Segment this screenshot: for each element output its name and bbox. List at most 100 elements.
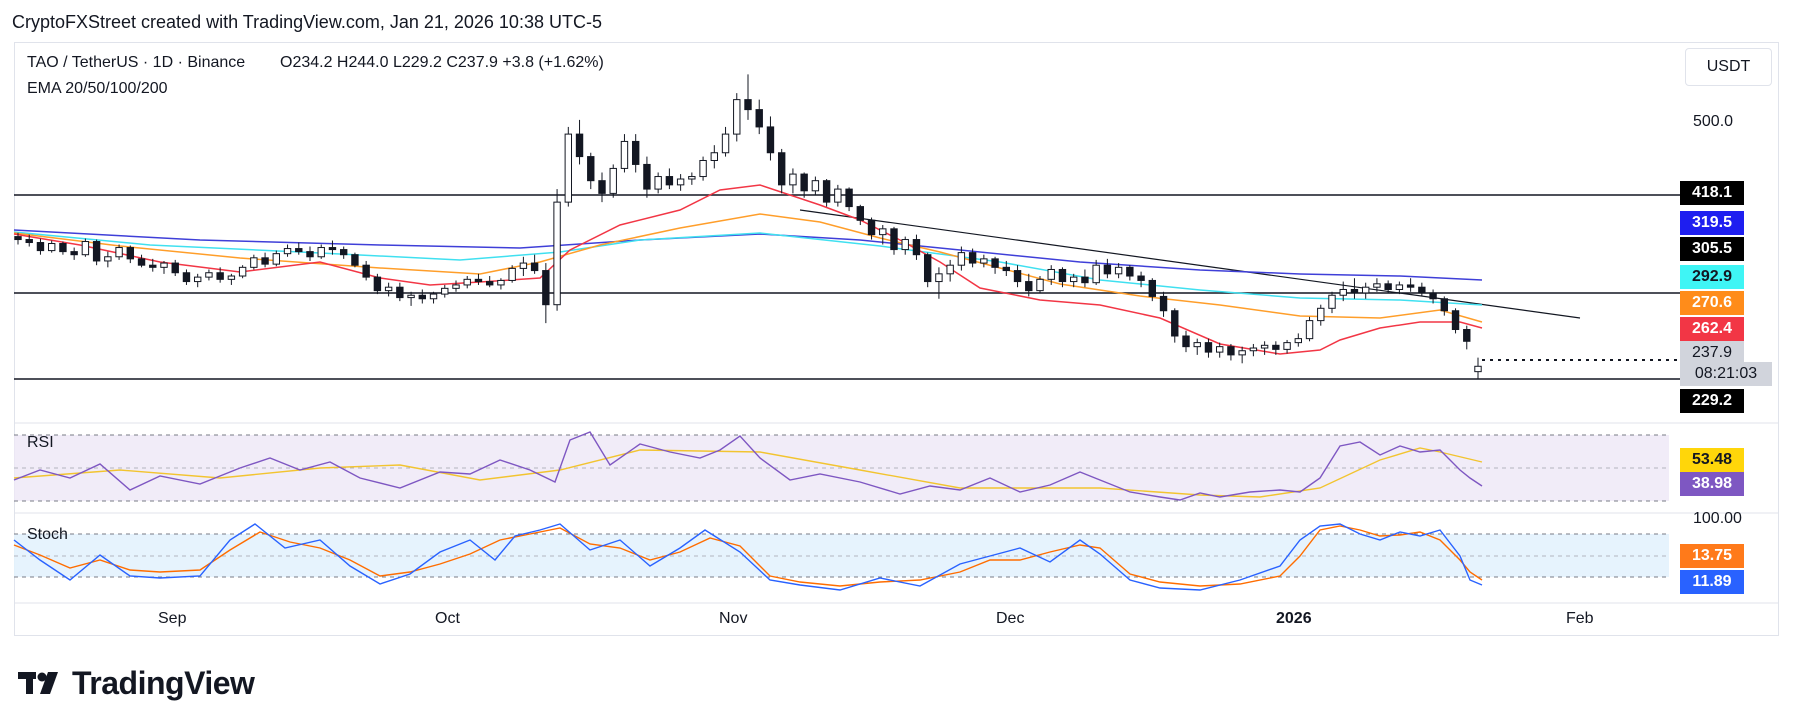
candle-body	[59, 243, 67, 253]
rsi-label[interactable]: RSI	[27, 434, 54, 451]
candle-body	[92, 241, 101, 262]
candle-body	[149, 264, 157, 268]
candle-body	[834, 188, 842, 203]
candle-body	[384, 286, 393, 292]
price-tag: 262.4	[1680, 317, 1744, 341]
tradingview-logo-icon	[18, 671, 58, 694]
candle-body	[968, 252, 977, 264]
candle-body	[1013, 270, 1022, 283]
candle-body	[654, 176, 662, 190]
candle-body	[339, 249, 348, 256]
candle-body	[957, 252, 966, 266]
price-tag: 319.5	[1680, 211, 1744, 235]
candle-body	[1418, 286, 1426, 294]
candle-body	[598, 180, 606, 194]
candle-body	[822, 180, 831, 203]
candle-body	[609, 167, 617, 194]
price-tag: 270.6	[1680, 291, 1744, 315]
candle-body	[47, 243, 56, 252]
candle-body	[1126, 266, 1134, 277]
candle-body	[14, 236, 22, 241]
candle-body	[429, 293, 438, 300]
candle-body	[643, 163, 651, 190]
candle-body	[688, 176, 696, 180]
candle-body	[1429, 292, 1437, 300]
candle-body	[766, 126, 775, 154]
candle-body	[575, 133, 584, 158]
candle-body	[553, 201, 561, 306]
currency-button[interactable]: USDT	[1685, 48, 1772, 86]
tradingview-logo[interactable]: TradingView	[18, 665, 255, 702]
ema50-line	[13, 213, 1483, 323]
candle-body	[452, 284, 460, 289]
candle-body	[1373, 283, 1381, 288]
candle-body	[800, 173, 808, 192]
candle-body	[1227, 346, 1235, 356]
stoch-label[interactable]: Stoch	[27, 526, 68, 543]
candle-body	[856, 206, 865, 221]
candle-body	[1328, 294, 1336, 309]
candle-body	[1002, 266, 1011, 272]
ema-indicator-label[interactable]: EMA 20/50/100/200	[27, 80, 168, 97]
rsi-ma-line	[13, 447, 1483, 498]
candle-body	[733, 99, 741, 135]
candle-body	[1114, 266, 1123, 275]
candle-body	[295, 248, 303, 253]
candle-body	[407, 294, 415, 299]
candle-body	[519, 262, 528, 269]
candle-body	[1384, 283, 1392, 290]
chart-frame	[14, 42, 1779, 636]
ema100-line	[13, 231, 1483, 306]
candle-body	[923, 254, 932, 283]
candle-body	[845, 188, 853, 208]
candle-body	[1350, 288, 1359, 294]
candle-body	[238, 266, 247, 277]
candle-body	[485, 281, 494, 286]
rsi-line	[13, 431, 1483, 501]
candle-body	[1272, 344, 1280, 350]
ema200-line	[13, 229, 1483, 281]
candle-body	[1406, 284, 1415, 288]
candle-body	[160, 262, 168, 268]
symbol-title[interactable]: TAO / TetherUS · 1D · Binance	[27, 54, 246, 71]
candle-body	[867, 219, 876, 236]
month-label-feb: Feb	[1566, 610, 1594, 627]
candle-body	[70, 251, 78, 256]
candle-body	[1463, 329, 1471, 342]
candle-body	[879, 228, 887, 236]
candle-body	[1451, 310, 1460, 331]
candle-body	[1081, 276, 1089, 284]
stoch-k-tag: 11.89	[1680, 570, 1744, 594]
candle-body	[946, 264, 954, 275]
candle-body	[1249, 347, 1258, 352]
candle-body	[564, 133, 573, 203]
price-tag: 292.9	[1680, 265, 1744, 289]
candle-body	[1215, 346, 1224, 353]
candle-body	[171, 262, 179, 274]
month-label-2026: 2026	[1276, 610, 1312, 627]
candle-body	[508, 267, 516, 281]
candle-body	[441, 287, 449, 295]
candle-body	[115, 247, 123, 258]
candle-body	[744, 99, 752, 111]
candle-body	[272, 253, 281, 265]
stoch-d-tag: 13.75	[1680, 544, 1744, 568]
attribution-text: CryptoFXStreet created with TradingView.…	[12, 12, 602, 32]
candle-body	[721, 133, 730, 154]
candle-body	[306, 251, 314, 258]
candle-body	[373, 276, 382, 292]
candle-body	[1092, 264, 1100, 284]
candle-body	[1260, 344, 1269, 349]
candle-body	[1361, 286, 1370, 294]
candle-body	[1204, 342, 1213, 353]
candle-body	[1171, 310, 1179, 337]
candle-body	[463, 278, 471, 286]
price-tag: 229.2	[1680, 389, 1744, 413]
candle-body	[755, 109, 763, 128]
candle-body	[811, 180, 820, 192]
ohlc-readout: O234.2 H244.0 L229.2 C237.9 +3.8 (+1.62%…	[280, 54, 604, 71]
candle-body	[1294, 338, 1303, 344]
candle-body	[474, 278, 483, 283]
candle-body	[1148, 279, 1157, 297]
